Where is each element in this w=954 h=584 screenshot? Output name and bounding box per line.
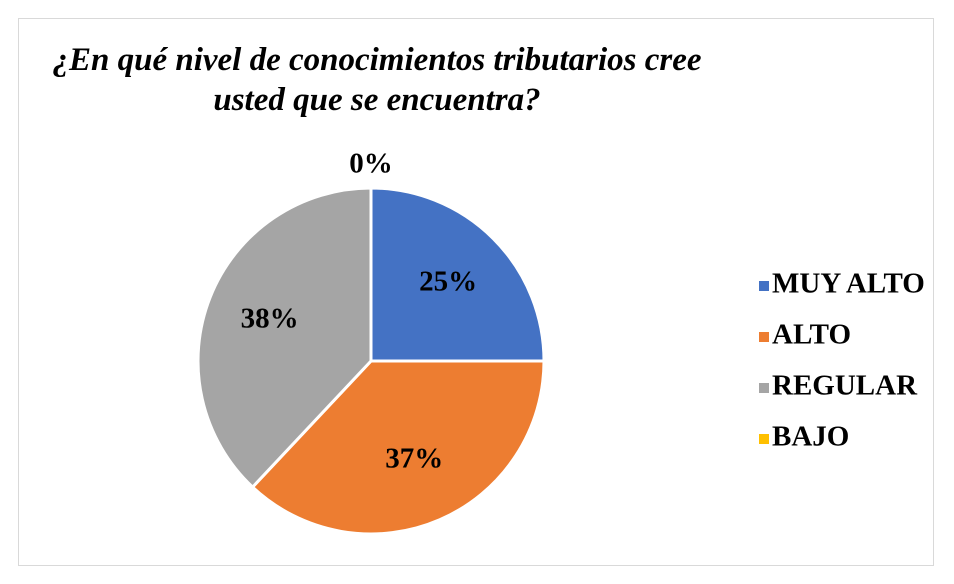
pie-slice — [196, 186, 373, 490]
legend-swatch — [759, 281, 769, 291]
legend-label: REGULAR — [772, 370, 918, 402]
legend-label: BAJO — [772, 421, 849, 453]
data-label: 25% — [419, 266, 477, 298]
legend-swatch — [759, 332, 769, 342]
data-label: 37% — [385, 443, 443, 475]
data-label: 0% — [349, 148, 393, 180]
pie-slice — [369, 186, 546, 363]
legend-label: MUY ALTO — [772, 268, 925, 300]
legend-label: ALTO — [772, 319, 851, 351]
chart-title: ¿En qué nivel de conocimientos tributari… — [52, 42, 702, 118]
legend-swatch — [759, 383, 769, 393]
data-label: 38% — [241, 303, 299, 335]
legend-swatch — [759, 434, 769, 444]
pie-slice — [250, 359, 546, 536]
chart-border — [18, 18, 934, 566]
